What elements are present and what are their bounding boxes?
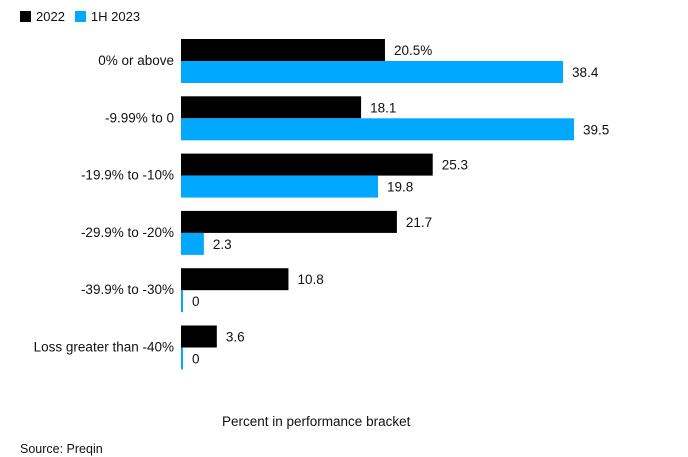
bar-1h-2023 — [181, 290, 183, 313]
data-label: 18.1 — [370, 100, 396, 115]
legend-swatch-1h-2023 — [74, 11, 86, 22]
bar-2022 — [181, 153, 433, 176]
bar-2022 — [181, 210, 397, 233]
legend-item-1h-2023: 1H 2023 — [74, 9, 141, 24]
bar-2022 — [181, 268, 289, 291]
data-label: 21.7 — [406, 215, 432, 230]
data-label: 0 — [192, 294, 200, 309]
category-label: 0% or above — [98, 53, 174, 68]
category-label: Loss greater than -40% — [34, 340, 174, 355]
source-note: Source: Preqin — [20, 442, 103, 456]
data-label: 0 — [192, 352, 200, 367]
category-label: -9.99% to 0 — [105, 110, 174, 125]
x-axis-label: Percent in performance bracket — [222, 414, 411, 429]
legend-label-2022: 2022 — [36, 9, 65, 24]
bar-1h-2023 — [181, 61, 564, 83]
data-label: 38.4 — [572, 65, 599, 80]
legend-item-2022: 2022 — [20, 9, 65, 24]
data-label: 25.3 — [442, 158, 468, 173]
bar-1h-2023 — [181, 232, 204, 255]
legend-label-1h-2023: 1H 2023 — [90, 9, 141, 24]
bar-2022 — [181, 96, 362, 119]
category-label: -19.9% to -10% — [81, 168, 174, 183]
bar-1h-2023 — [181, 118, 574, 141]
bar-2022 — [181, 39, 385, 61]
bar-2022 — [181, 325, 217, 348]
category-label: -39.9% to -30% — [81, 282, 174, 297]
legend-swatch-2022 — [20, 11, 31, 22]
bar-1h-2023 — [181, 175, 378, 198]
data-label: 10.8 — [297, 272, 323, 287]
data-label: 19.8 — [387, 180, 413, 195]
category-label: -29.9% to -20% — [81, 225, 174, 240]
bar-1h-2023 — [181, 347, 183, 370]
bar-chart: 0% or above 20.5% 38.4 -9.99% to 0 18.1 39.5 -… — [34, 39, 609, 370]
data-label: 3.6 — [226, 330, 245, 345]
legend: 2022 1H 2023 — [20, 9, 150, 24]
data-label: 2.3 — [213, 237, 232, 252]
data-label: 20.5% — [394, 43, 432, 58]
data-label: 39.5 — [583, 122, 609, 137]
